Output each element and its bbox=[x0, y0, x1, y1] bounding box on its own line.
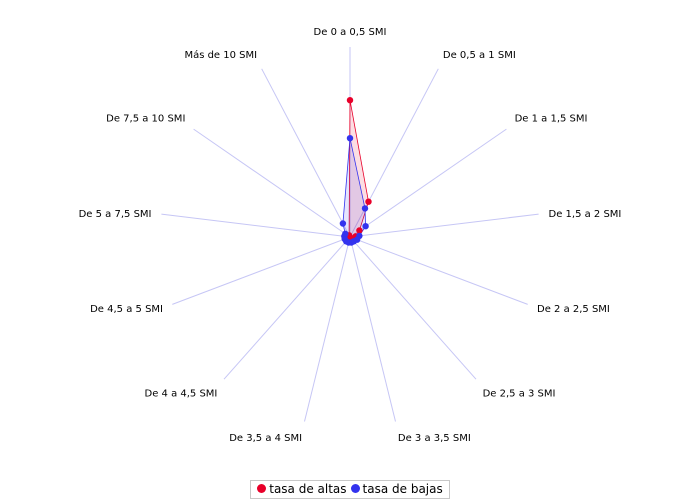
legend-item[interactable]: tasa de altas bbox=[257, 481, 347, 496]
axis-line bbox=[223, 236, 351, 380]
axis-line bbox=[193, 128, 351, 238]
legend-marker-icon bbox=[350, 484, 360, 493]
data-point[interactable] bbox=[339, 220, 347, 227]
legend: tasa de altas tasa de bajas bbox=[0, 478, 700, 499]
data-point[interactable] bbox=[356, 227, 363, 234]
radar-axes bbox=[161, 47, 539, 422]
data-point[interactable] bbox=[362, 223, 369, 230]
axis-line bbox=[304, 236, 351, 422]
category-label: De 2 a 2,5 SMI bbox=[537, 304, 610, 315]
series-polygons bbox=[342, 100, 369, 243]
category-label: De 1 a 1,5 SMI bbox=[515, 113, 588, 124]
axis-line bbox=[349, 128, 507, 238]
category-label: De 2,5 a 3 SMI bbox=[483, 389, 556, 400]
series-points bbox=[339, 97, 372, 246]
category-label: De 1,5 a 2 SMI bbox=[549, 209, 622, 220]
axis-line bbox=[349, 236, 528, 305]
category-labels: De 0 a 0,5 SMI De 0,5 a 1 SMI De 1 a 1,5 S… bbox=[79, 27, 622, 444]
axis-line bbox=[349, 236, 477, 380]
legend-marker-icon bbox=[257, 484, 267, 493]
category-label: De 3 a 3,5 SMI bbox=[398, 433, 471, 444]
category-label: De 3,5 a 4 SMI bbox=[229, 433, 302, 444]
legend-label: tasa de altas bbox=[269, 481, 347, 496]
axis-line bbox=[349, 213, 539, 238]
data-point[interactable] bbox=[361, 205, 369, 212]
data-point[interactable] bbox=[342, 230, 349, 237]
category-label: De 0,5 a 1 SMI bbox=[443, 50, 516, 61]
category-label: De 0 a 0,5 SMI bbox=[314, 27, 387, 38]
axis-line bbox=[172, 236, 351, 305]
legend-label: tasa de bajas bbox=[362, 481, 443, 496]
axis-line bbox=[349, 236, 396, 422]
category-label: De 5 a 7,5 SMI bbox=[79, 209, 152, 220]
axis-line bbox=[261, 68, 351, 238]
legend-box: tasa de altas tasa de bajas bbox=[250, 479, 450, 499]
data-point[interactable] bbox=[365, 198, 372, 205]
data-point[interactable] bbox=[346, 97, 354, 104]
category-label: De 4,5 a 5 SMI bbox=[90, 304, 163, 315]
axis-line bbox=[161, 213, 351, 238]
data-point[interactable] bbox=[346, 135, 354, 142]
category-label: De 7,5 a 10 SMI bbox=[106, 113, 185, 124]
legend-item[interactable]: tasa de bajas bbox=[350, 481, 443, 496]
category-label: De 4 a 4,5 SMI bbox=[145, 389, 218, 400]
category-label: Más de 10 SMI bbox=[184, 49, 257, 61]
